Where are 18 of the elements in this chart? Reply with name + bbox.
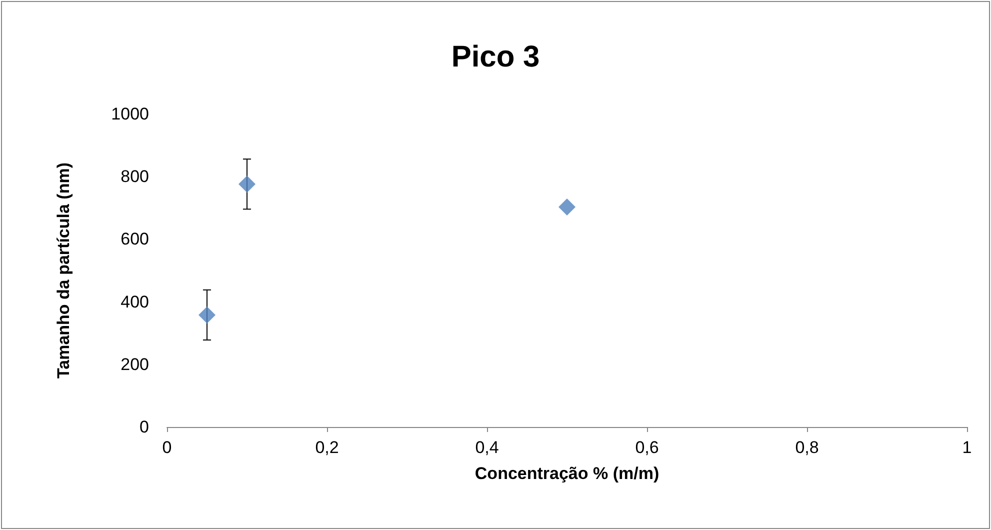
- x-tick-label: 0,4: [475, 438, 499, 457]
- point: [198, 306, 216, 324]
- y-tick-label: 200: [120, 354, 149, 374]
- x-tick-label: 0: [162, 438, 172, 457]
- y-tick-label: 0: [140, 418, 149, 436]
- point: [558, 198, 576, 216]
- y-axis-title: Tamanho da partícula (nm): [54, 162, 73, 378]
- point: [238, 176, 256, 193]
- y-tick-label: 600: [120, 230, 149, 249]
- x-tick-label: 0,8: [795, 438, 819, 457]
- x-tick-label: 1: [962, 438, 972, 457]
- y-tick-label: 400: [120, 292, 149, 312]
- x-axis-title: Concentração % (m/m): [474, 464, 660, 483]
- chart-title: Pico 3: [451, 40, 540, 74]
- x-tick-label: 0,2: [315, 438, 339, 457]
- y-tick-label: 800: [120, 167, 149, 186]
- x-tick-label: 0,6: [635, 438, 659, 457]
- y-tick-label: 1000: [111, 104, 149, 124]
